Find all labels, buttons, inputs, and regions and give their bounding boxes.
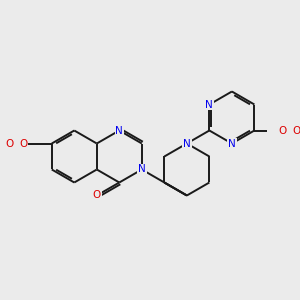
Text: N: N [138, 164, 146, 175]
Text: N: N [228, 139, 236, 148]
Text: N: N [116, 125, 123, 136]
Text: O: O [279, 125, 287, 136]
Text: O: O [93, 190, 101, 200]
Text: N: N [183, 139, 191, 148]
Text: N: N [206, 100, 213, 110]
Text: O: O [292, 125, 300, 136]
Text: O: O [5, 139, 14, 148]
Text: O: O [19, 139, 28, 148]
